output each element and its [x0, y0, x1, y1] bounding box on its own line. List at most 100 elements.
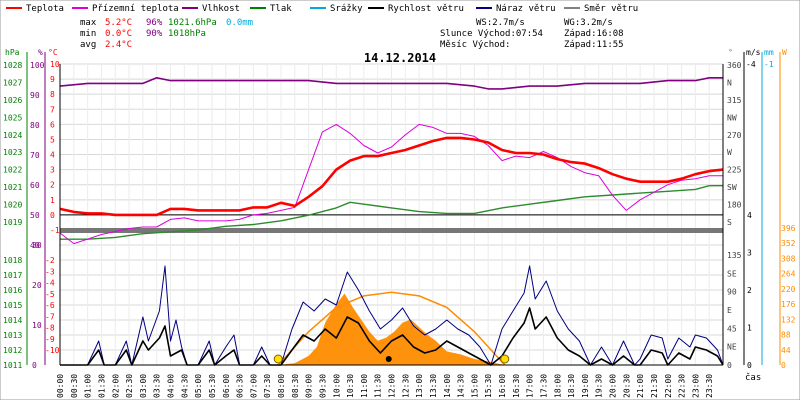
stats-block: max 5.2°C 96% 1021.6hPa 0.0mm min 0.0°C … [80, 18, 624, 50]
x-tick-label: 03:00 [139, 374, 148, 398]
w-tick: 44 [781, 346, 791, 355]
w-axis-title: W [782, 48, 787, 57]
x-tick-label: 04:00 [167, 374, 176, 398]
temp-tick: -3 [45, 267, 55, 276]
legend-label: Vlhkost [202, 4, 240, 14]
temp-tick: 0 [50, 211, 55, 220]
dir-tick: E [727, 306, 732, 315]
temp-tick: -8 [45, 324, 55, 333]
axes: hPa% °C ° m/s mm W102810271026102510241023102… [3, 48, 796, 398]
solar-radiation-area [278, 293, 505, 365]
hpa-tick: 1019 [3, 218, 22, 227]
x-tick-label: 12:00 [388, 374, 397, 398]
hpa-axis-title: hPa [5, 48, 20, 57]
ms-tick: 1 [747, 324, 752, 333]
x-tick-label: 07:00 [249, 374, 258, 398]
x-tick-label: 20:00 [609, 374, 618, 398]
max-label: max [80, 18, 97, 28]
ms-tick: 0 [747, 361, 752, 370]
max-rain: 0.0mm [226, 18, 253, 28]
x-tick-label: 19:00 [581, 374, 590, 398]
x-tick-label: 14:30 [457, 374, 466, 398]
min-temp: 0.0°C [105, 29, 132, 39]
sunrise-marker [273, 354, 283, 364]
w-tick: 308 [781, 254, 796, 263]
dir-tick: 45 [727, 324, 737, 333]
x-tick-label: 18:00 [553, 374, 562, 398]
avg-label: avg [80, 40, 96, 50]
mm-axis-title: mm [764, 48, 774, 57]
dir-tick: 135 [727, 251, 742, 260]
hpa-tick: 1023 [3, 148, 22, 157]
x-tick-label: 02:00 [111, 374, 120, 398]
temp-tick: 4 [50, 151, 55, 160]
hpa-tick: 1025 [3, 113, 22, 122]
x-tick-label: 13:00 [415, 374, 424, 398]
hpa-tick: 1026 [3, 96, 22, 105]
w-tick: 0 [781, 361, 786, 370]
legend: Teplota Přízemní teplota Vlhkost Tlak Srážky… [6, 4, 638, 14]
min-press: 1018hPa [168, 29, 206, 39]
x-tick-label: 05:30 [208, 374, 217, 398]
temp-tick: 6 [50, 120, 55, 129]
x-tick-label: 23:00 [691, 374, 700, 398]
x-tick-label: 21:00 [636, 374, 645, 398]
temp-tick: 2 [50, 181, 55, 190]
temp-tick: -1 [50, 226, 60, 235]
temp-tick: -7 [45, 312, 55, 321]
w-tick: 264 [781, 270, 796, 279]
legend-label: Srážky [330, 4, 363, 14]
hpa-tick: 1022 [3, 166, 22, 175]
temperature-line [59, 136, 724, 217]
x-tick-label: 02:30 [125, 374, 134, 398]
hpa-tick: 1015 [3, 301, 22, 310]
moonset-info: Západ:11:55 [564, 40, 624, 50]
temp-tick: 7 [50, 105, 55, 114]
moonset-marker [385, 356, 392, 362]
x-tick-label: 09:30 [318, 374, 327, 398]
x-tick-label: 12:30 [401, 374, 410, 398]
temp-tick: 10 [50, 60, 60, 69]
pct-tick: 90 [30, 91, 40, 100]
max-press: 1021.6hPa [168, 18, 217, 28]
max-temp: 5.2°C [105, 18, 132, 28]
dir-tick: 0 [727, 361, 732, 370]
avg-temp: 2.4°C [105, 40, 132, 50]
x-tick-label: 20:30 [622, 374, 631, 398]
pct-tick: 40 [30, 241, 40, 250]
x-axis-label: čas [745, 372, 761, 383]
gust-line [60, 265, 724, 366]
dir-tick: SW [727, 183, 737, 192]
hpa-tick: 1027 [3, 78, 22, 87]
wind-gust-info: WG:3.2m/s [564, 18, 613, 28]
x-tick-label: 06:00 [222, 374, 231, 398]
dir-tick: S [727, 218, 732, 227]
mm-tick: -1 [764, 60, 774, 69]
temp-tick: 3 [50, 166, 55, 175]
temp-tick: -6 [45, 301, 55, 310]
w-tick: 176 [781, 300, 796, 309]
legend-label: Teplota [26, 4, 64, 14]
pct-tick: 70 [30, 151, 40, 160]
ground-temp-line [59, 123, 723, 245]
temp-tick: 5 [50, 135, 55, 144]
x-tick-label: 01:30 [97, 374, 106, 398]
x-tick-label: 08:30 [291, 374, 300, 398]
ms-tick: 4 [747, 211, 752, 220]
ms-tick: 2 [747, 286, 752, 295]
x-tick-label: 17:00 [526, 374, 535, 398]
x-tick-label: 10:30 [346, 374, 355, 398]
x-tick-label: 21:30 [650, 374, 659, 398]
temp-tick: 8 [50, 90, 55, 99]
x-tick-label: 09:00 [305, 374, 314, 398]
ms-tick: -4 [746, 60, 756, 69]
temp-tick: -9 [45, 335, 55, 344]
ms-tick: 3 [747, 249, 752, 258]
w-tick: 132 [781, 315, 796, 324]
dir-tick: W [727, 148, 732, 157]
pct-tick: 100 [30, 61, 45, 70]
temp-tick: -10 [45, 346, 60, 355]
humidity-line [59, 77, 723, 90]
temp-tick: -4 [45, 279, 55, 288]
